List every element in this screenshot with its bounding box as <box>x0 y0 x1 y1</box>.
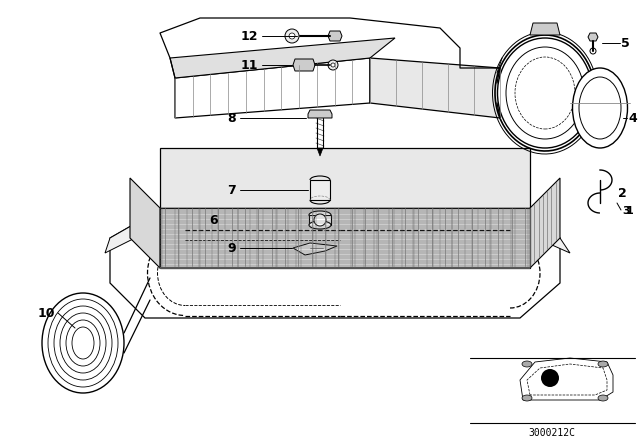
Ellipse shape <box>497 38 593 148</box>
Polygon shape <box>110 218 560 318</box>
Polygon shape <box>317 148 323 156</box>
Polygon shape <box>293 243 337 255</box>
Polygon shape <box>130 178 160 268</box>
Ellipse shape <box>522 361 532 367</box>
Text: 1: 1 <box>626 206 634 216</box>
Polygon shape <box>530 23 560 35</box>
Polygon shape <box>588 33 598 41</box>
Text: 3: 3 <box>622 206 630 216</box>
Text: 11: 11 <box>241 59 258 72</box>
Text: 6: 6 <box>209 214 218 227</box>
Text: 7: 7 <box>227 184 236 197</box>
Polygon shape <box>370 58 500 118</box>
Polygon shape <box>170 38 395 78</box>
Polygon shape <box>175 58 370 118</box>
Polygon shape <box>105 218 570 253</box>
Ellipse shape <box>42 293 124 393</box>
Polygon shape <box>310 180 330 200</box>
Ellipse shape <box>573 68 627 148</box>
Text: 5: 5 <box>621 36 630 49</box>
Polygon shape <box>328 31 342 41</box>
Polygon shape <box>293 59 315 71</box>
Text: 12: 12 <box>241 30 258 43</box>
Circle shape <box>331 63 335 67</box>
Circle shape <box>541 369 559 387</box>
Polygon shape <box>160 208 530 268</box>
Text: 8: 8 <box>227 112 236 125</box>
Ellipse shape <box>522 395 532 401</box>
Circle shape <box>289 33 295 39</box>
Text: 3000212C: 3000212C <box>529 428 575 438</box>
Polygon shape <box>309 215 331 225</box>
Ellipse shape <box>598 361 608 367</box>
Circle shape <box>314 214 326 226</box>
Text: 4: 4 <box>628 112 637 125</box>
Polygon shape <box>308 110 332 118</box>
Text: 9: 9 <box>227 241 236 254</box>
Text: 10: 10 <box>38 306 55 319</box>
Ellipse shape <box>598 395 608 401</box>
Polygon shape <box>160 148 530 208</box>
Circle shape <box>328 60 338 70</box>
Circle shape <box>285 29 299 43</box>
Text: 2: 2 <box>618 186 627 199</box>
Polygon shape <box>520 358 613 400</box>
Polygon shape <box>530 178 560 268</box>
Ellipse shape <box>309 211 331 219</box>
Ellipse shape <box>309 221 331 229</box>
